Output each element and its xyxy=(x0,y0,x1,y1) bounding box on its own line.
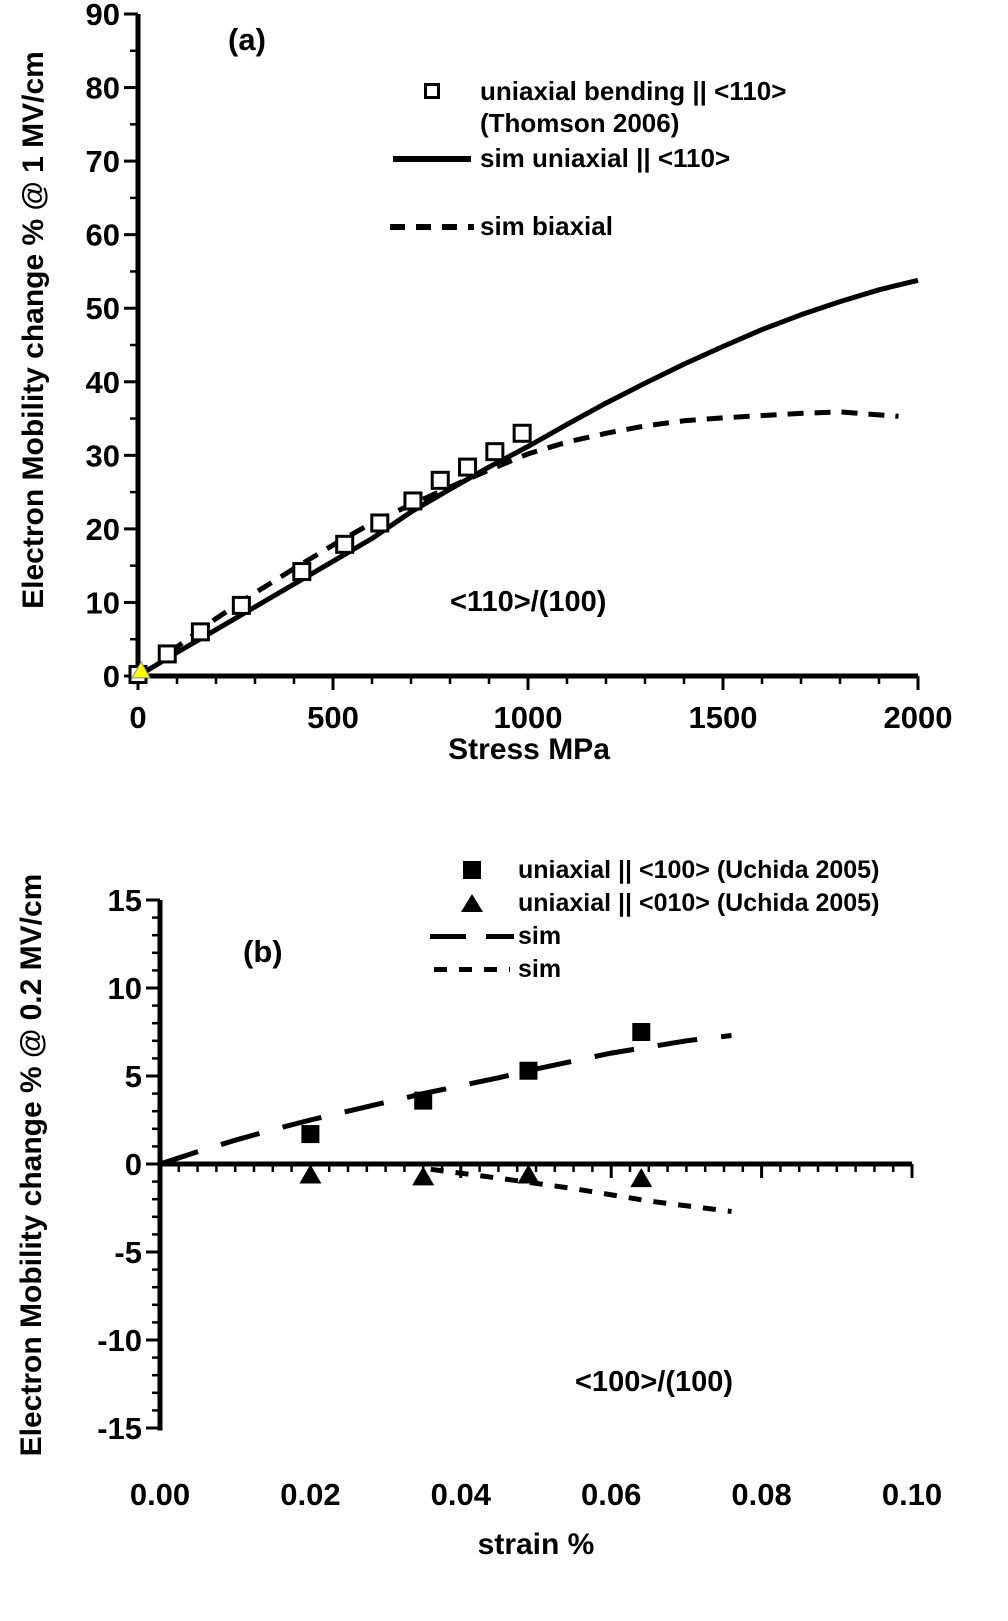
svg-text:-5: -5 xyxy=(114,1235,142,1270)
solid-line-icon xyxy=(386,156,478,163)
panel-b: 0.00 0.02 0.04 0.06 0.08 0.10 -15 -10 -5 0 5 10 15 (… xyxy=(0,830,1008,1621)
series-3 xyxy=(299,1164,653,1188)
svg-text:5: 5 xyxy=(125,1059,142,1094)
legend-label: sim xyxy=(518,955,562,983)
svg-text:0.04: 0.04 xyxy=(431,1477,492,1512)
legend-label: sim xyxy=(518,922,562,950)
legend-label: sim uniaxial || <110> xyxy=(480,143,731,174)
series-2 xyxy=(301,1023,651,1144)
legend-item: sim biaxial xyxy=(386,211,786,243)
legend-item: sim xyxy=(428,922,879,950)
svg-text:0: 0 xyxy=(129,700,146,735)
tick-labels: 0 500 1000 1500 2000 0 10 20 30 40 50 60 70 80 90 xyxy=(86,0,953,735)
svg-text:0.06: 0.06 xyxy=(581,1477,641,1512)
legend-label: uniaxial bending || <110> xyxy=(480,76,787,106)
series-1 xyxy=(167,409,899,655)
svg-text:0.08: 0.08 xyxy=(731,1477,791,1512)
series-3 xyxy=(131,660,151,679)
tick-labels: 0.00 0.02 0.04 0.06 0.08 0.10 -15 -10 -5 0 5 10 15 xyxy=(97,883,942,1512)
legend-item: sim xyxy=(428,955,879,983)
chart-b-annotation: <100>/(100) xyxy=(575,1366,734,1398)
chart-a-x-axis-title: Stress MPa xyxy=(448,733,610,766)
svg-text:0.00: 0.00 xyxy=(130,1477,190,1512)
filled-triangle-marker-icon xyxy=(428,894,516,912)
open-square-marker-icon xyxy=(386,83,478,99)
svg-text:10: 10 xyxy=(108,971,142,1006)
panel-b-label: (b) xyxy=(243,934,283,969)
chart-b-x-axis-title: strain % xyxy=(477,1528,595,1561)
svg-text:50: 50 xyxy=(86,291,120,326)
svg-text:15: 15 xyxy=(108,883,142,918)
legend-item: uniaxial bending || <110> (Thomson 2006) xyxy=(386,76,786,139)
chart-a-plot: 0 500 1000 1500 2000 0 10 20 30 40 50 60 70 80 90 xyxy=(86,0,953,735)
svg-text:20: 20 xyxy=(86,512,120,547)
svg-text:0: 0 xyxy=(103,659,120,694)
chart-b-y-axis-title: Electron Mobility change % @ 0.2 MV/cm xyxy=(15,873,48,1457)
legend-item: uniaxial || <010> (Uchida 2005) xyxy=(428,889,879,917)
long-dash-line-icon xyxy=(428,933,516,939)
svg-text:70: 70 xyxy=(86,144,120,179)
svg-text:500: 500 xyxy=(307,700,359,735)
series-0 xyxy=(159,1033,732,1167)
svg-text:0: 0 xyxy=(125,1147,142,1182)
svg-text:2000: 2000 xyxy=(884,700,953,735)
chart-a-legend: uniaxial bending || <110> (Thomson 2006)… xyxy=(386,76,786,243)
svg-text:0.10: 0.10 xyxy=(882,1477,942,1512)
svg-text:0.02: 0.02 xyxy=(280,1477,340,1512)
chart-b-plot: 0.00 0.02 0.04 0.06 0.08 0.10 -15 -10 -5 0 5 10 15 xyxy=(97,883,942,1512)
legend-item: uniaxial || <100> (Uchida 2005) xyxy=(428,856,879,884)
chart-a-y-axis-title: Electron Mobility change % @ 1 MV/cm xyxy=(17,51,50,609)
legend-item: sim uniaxial || <110> xyxy=(386,143,786,175)
svg-text:30: 30 xyxy=(86,438,120,473)
svg-text:90: 90 xyxy=(86,0,120,32)
filled-square-marker-icon xyxy=(428,861,516,879)
series-0 xyxy=(136,277,919,679)
chart-a-annotation: <110>/(100) xyxy=(450,586,607,618)
svg-text:-15: -15 xyxy=(97,1411,142,1446)
svg-text:10: 10 xyxy=(86,585,120,620)
legend-label-line2: (Thomson 2006) xyxy=(480,107,680,138)
svg-text:1000: 1000 xyxy=(494,700,563,735)
series-1 xyxy=(430,1166,732,1214)
svg-text:1500: 1500 xyxy=(689,700,758,735)
svg-text:60: 60 xyxy=(86,218,120,253)
legend-label: uniaxial || <010> (Uchida 2005) xyxy=(518,889,880,917)
dashed-line-icon xyxy=(386,224,478,231)
chart-b-legend: uniaxial || <100> (Uchida 2005) uniaxial… xyxy=(428,856,879,983)
legend-label: uniaxial || <100> (Uchida 2005) xyxy=(518,856,880,884)
panel-a-label: (a) xyxy=(228,22,266,57)
svg-text:40: 40 xyxy=(86,365,120,400)
svg-text:-10: -10 xyxy=(97,1323,142,1358)
short-dash-line-icon xyxy=(428,966,516,972)
svg-text:80: 80 xyxy=(86,71,120,106)
legend-label: sim biaxial xyxy=(480,211,613,242)
panel-a: 0 500 1000 1500 2000 0 10 20 30 40 50 60 70 80 90 (a) … xyxy=(0,0,1008,790)
